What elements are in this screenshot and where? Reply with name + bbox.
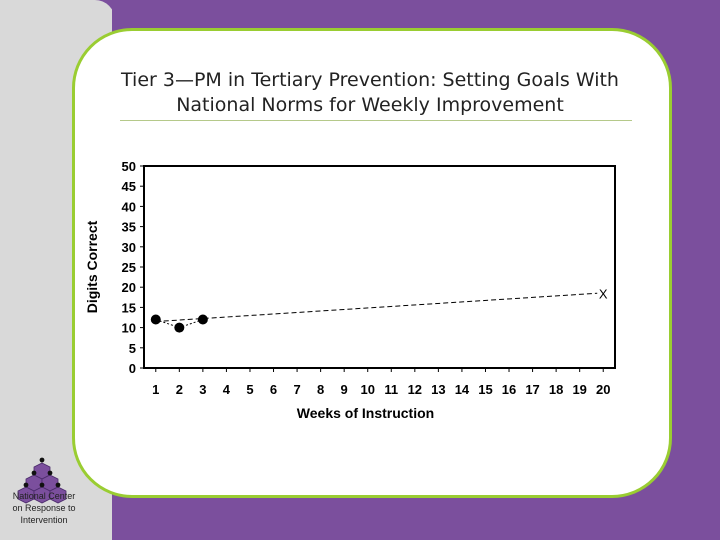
y-tick-label: 5 (129, 341, 136, 356)
y-tick-label: 15 (122, 300, 136, 315)
logo-text-line-1: National Center (12, 491, 76, 501)
x-tick-label: 14 (455, 382, 470, 397)
x-tick-label: 3 (199, 382, 206, 397)
y-tick-label: 45 (122, 179, 136, 194)
x-tick-label: 13 (431, 382, 445, 397)
x-tick-label: 11 (384, 382, 398, 397)
y-tick-label: 40 (122, 199, 136, 214)
x-tick-label: 12 (408, 382, 422, 397)
x-tick-label: 1 (152, 382, 159, 397)
slide-title: Tier 3—PM in Tertiary Prevention: Settin… (100, 68, 640, 118)
y-tick-label: 30 (122, 240, 136, 255)
y-axis-label: Digits Correct (84, 220, 100, 313)
slide-card (72, 28, 672, 498)
x-tick-label: 15 (478, 382, 492, 397)
y-tick-label: 20 (122, 280, 136, 295)
y-tick-label: 25 (122, 260, 136, 275)
nccri-logo-icon (17, 457, 67, 504)
plot-frame (143, 165, 616, 369)
x-tick-label: 17 (525, 382, 539, 397)
data-point (150, 314, 161, 325)
y-tick-label: 0 (129, 361, 136, 376)
slide-title-line-1: Tier 3—PM in Tertiary Prevention: Settin… (121, 69, 619, 91)
logo-text-line-3: Intervention (20, 515, 68, 525)
x-tick-label: 9 (341, 382, 348, 397)
x-tick-label: 16 (502, 382, 516, 397)
x-tick-label: 2 (176, 382, 183, 397)
x-tick-label: 20 (596, 382, 610, 397)
x-tick-label: 10 (360, 382, 374, 397)
data-point (197, 314, 208, 325)
x-tick-label: 4 (223, 382, 231, 397)
title-divider (120, 120, 632, 121)
logo-text-line-2: on Response to (12, 503, 76, 513)
data-point (174, 322, 185, 333)
x-axis-label: Weeks of Instruction (297, 405, 434, 421)
x-tick-label: 18 (549, 382, 563, 397)
x-tick-label: 7 (293, 382, 300, 397)
goal-end-marker: X (599, 286, 608, 301)
logo-text: National Center on Response to Intervent… (4, 490, 84, 526)
x-tick-label: 5 (246, 382, 253, 397)
y-tick-label: 35 (122, 220, 136, 235)
slide-title-line-2: National Norms for Weekly Improvement (176, 94, 564, 116)
x-tick-label: 19 (572, 382, 586, 397)
y-tick-label: 10 (122, 321, 136, 336)
y-tick-label: 50 (122, 159, 136, 174)
goal-line (155, 292, 598, 323)
x-tick-label: 6 (270, 382, 277, 397)
x-tick-label: 8 (317, 382, 324, 397)
